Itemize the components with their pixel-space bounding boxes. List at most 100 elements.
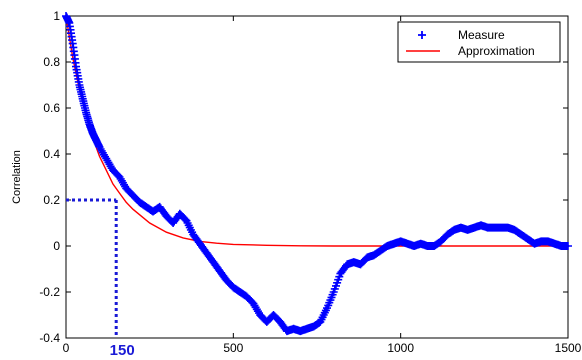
- measure-point: [198, 242, 202, 245]
- measure-point: [292, 327, 295, 330]
- measure-point: [325, 306, 329, 310]
- y-tick-label: 0: [53, 239, 60, 253]
- measure-point: [171, 221, 175, 225]
- measure-point: [158, 205, 161, 209]
- measure-point: [138, 201, 141, 204]
- measure-point: [131, 194, 135, 197]
- legend-measure-marker: [418, 31, 426, 39]
- measure-point: [238, 290, 242, 294]
- measure-point: [105, 157, 108, 160]
- measure-point: [446, 233, 449, 236]
- measure-point: [225, 279, 228, 282]
- x-tick-label: 500: [223, 341, 243, 355]
- plot-frame: [65, 15, 569, 339]
- measure-point: [546, 240, 550, 243]
- measure-point: [453, 228, 456, 232]
- legend: Measure Approximation: [397, 21, 561, 63]
- measure-point: [312, 325, 315, 328]
- measure-point: [359, 263, 362, 266]
- measure-point: [533, 242, 536, 245]
- measure-point: [84, 111, 88, 114]
- measure-point: [78, 83, 81, 87]
- measure-point: [506, 226, 509, 229]
- measure-point: [553, 242, 556, 245]
- measure-point: [98, 145, 101, 149]
- measure-point: [379, 249, 382, 252]
- measure-point: [258, 313, 262, 317]
- measure-point: [151, 210, 155, 213]
- measure-point: [205, 251, 208, 255]
- measure-point: [459, 226, 463, 229]
- measure-point: [319, 320, 322, 324]
- measure-point: [560, 244, 563, 248]
- measure-point: [513, 228, 516, 232]
- measure-point: [526, 237, 529, 241]
- measure-point: [519, 233, 523, 236]
- measure-point: [272, 313, 275, 317]
- measure-point: [345, 263, 349, 266]
- legend-measure-label: Measure: [458, 28, 505, 42]
- measure-point: [412, 244, 416, 248]
- y-tick-label: 0.4: [43, 147, 60, 161]
- measure-point: [185, 219, 188, 222]
- measure-point: [332, 290, 335, 294]
- measure-point: [493, 226, 496, 229]
- measure-point: [145, 205, 148, 209]
- measure-point: [479, 224, 483, 227]
- y-axis-label: Correlation: [11, 150, 23, 204]
- highlight-x-label: 150: [110, 342, 135, 359]
- measure-point: [540, 240, 543, 243]
- measure-point: [212, 260, 215, 264]
- measure-point: [218, 270, 222, 273]
- axes: 0 500 1000 1500 -0.4 -0.2 0 0.2 0.4 0.6 0.8 1 Correl…: [11, 9, 582, 355]
- y-tick-label: 0.6: [43, 101, 60, 115]
- measure-point: [71, 42, 74, 45]
- measure-point: [125, 187, 128, 190]
- measure-point: [473, 226, 476, 229]
- measure-point: [499, 226, 503, 229]
- y-tick-label: 0.2: [43, 193, 60, 207]
- measure-point: [339, 272, 342, 275]
- measure-point: [68, 21, 71, 25]
- measure-point: [252, 302, 255, 305]
- measure-point: [265, 320, 268, 324]
- measure-point: [432, 244, 436, 248]
- measure-point: [81, 97, 84, 101]
- measure-point: [192, 233, 195, 236]
- annotations: 150: [66, 198, 135, 359]
- measure-point: [486, 226, 489, 229]
- y-tick-label: -0.2: [39, 285, 60, 299]
- measure-point: [88, 122, 91, 126]
- measure-point: [165, 214, 168, 218]
- measure-point: [299, 329, 302, 333]
- legend-box: [397, 21, 561, 63]
- measure-point: [386, 244, 389, 248]
- measure-point: [74, 65, 78, 68]
- y-tick-label: -0.4: [39, 331, 60, 345]
- measure-point: [466, 228, 469, 232]
- measure-point: [352, 260, 355, 264]
- measure-point: [366, 256, 369, 259]
- measure-point: [118, 175, 121, 179]
- measure-point: [439, 240, 442, 243]
- measure-point: [245, 295, 248, 298]
- measure-point: [372, 254, 376, 257]
- y-tick-label: 1: [53, 9, 60, 23]
- measure-point: [178, 212, 181, 215]
- measure-point: [406, 242, 409, 245]
- measure-point: [232, 286, 235, 289]
- measure-point: [94, 139, 98, 142]
- measure-point: [285, 329, 289, 333]
- measure-point: [399, 240, 402, 243]
- measure-point: [419, 242, 422, 245]
- x-tick-label: 1500: [555, 341, 582, 355]
- x-tick-label: 1000: [387, 341, 414, 355]
- measure-point: [426, 244, 429, 248]
- measure-point: [392, 242, 396, 245]
- plot-series: [62, 12, 572, 336]
- legend-approximation-label: Approximation: [458, 44, 535, 58]
- measure-point: [111, 168, 115, 172]
- measure-point: [91, 132, 95, 135]
- x-tick-label: 0: [63, 341, 70, 355]
